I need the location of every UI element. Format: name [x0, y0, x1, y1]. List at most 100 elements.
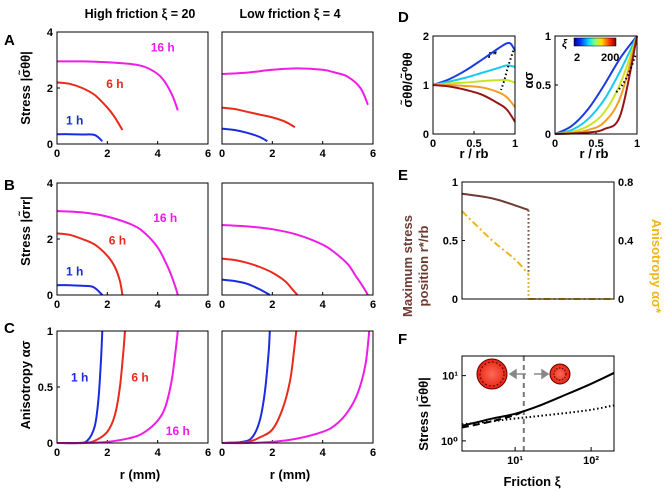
f-large-disc-icon — [476, 358, 508, 390]
panel-letter-d: D — [398, 9, 409, 26]
xtick-label-A-left: 4 — [155, 148, 162, 160]
series-B-right-6-h — [221, 257, 299, 296]
series-label-B-left: 6 h — [109, 234, 126, 248]
xtick-label-D-right: 0 — [552, 138, 558, 150]
series-label-A-left: 6 h — [106, 77, 123, 91]
axes-frame-B-left — [56, 182, 209, 296]
d-rstar-label: r* — [488, 49, 497, 61]
series-label-C-left: 1 h — [71, 370, 88, 384]
series-label-C-left: 16 h — [166, 424, 190, 438]
xlabel-c-left: r (mm) — [120, 467, 160, 482]
axes-frame-E — [461, 181, 615, 300]
xtick-label-F: 10¹ — [507, 455, 523, 467]
xtick-label-B-right: 0 — [219, 299, 225, 311]
series-F-dashed — [461, 409, 525, 429]
series-label-B-left: 1 h — [66, 264, 83, 278]
xtick-label-C-left: 4 — [155, 447, 162, 459]
series-label-A-left: 1 h — [66, 113, 83, 127]
ytick-label-C-left: 0 — [47, 438, 53, 450]
series-A-right-16-h — [221, 67, 369, 106]
xtick-label-C-right: 6 — [370, 447, 376, 459]
column-title-low: Low friction ξ = 4 — [239, 7, 340, 21]
chart-D-right: 0 0.5 1 0 0.5 1 — [536, 31, 640, 150]
series-B-right-16-h — [221, 224, 369, 296]
rstar-path-D-left — [500, 50, 515, 91]
ylabel-c: Anisotropy ασ — [18, 340, 33, 429]
ytick-label-C-left: 1 — [47, 326, 53, 338]
xtick-label-D-left: 1 — [512, 138, 518, 150]
xtick-label-F: 10² — [583, 455, 599, 467]
ytick-label-F: 10⁰ — [441, 436, 458, 448]
axes-frame-D-right — [554, 35, 638, 135]
series-C-right-16-h — [221, 330, 371, 445]
series-C-left-6-h — [56, 330, 126, 445]
ytick-label-D-left: 2 — [423, 31, 429, 43]
ytick-right-label-E: 0.4 — [618, 236, 634, 248]
d-colorbar-min: 2 — [574, 52, 580, 64]
xtick-label-A-left: 2 — [104, 148, 110, 160]
series-E-Maximum-stress-position — [461, 192, 529, 212]
series-C-left-1-h — [56, 330, 104, 445]
axes-frame-D-left — [432, 35, 516, 135]
ytick-label-F: 10¹ — [442, 371, 458, 383]
chart-A-left: 0 2 4 6 0 2 4 1 h 6 h 16 h — [47, 27, 211, 160]
ytick-label-E: 0 — [452, 294, 458, 306]
ylabel-d1: σ̃θθ/σ̃⁰θθ — [400, 52, 415, 107]
panel-letter-c: C — [4, 320, 15, 337]
series-D-left-ξ=200 — [432, 84, 516, 123]
ylabel-a: Stress |σ̃θθ| — [18, 51, 33, 125]
xtick-label-B-right: 4 — [320, 299, 327, 311]
xlabel-f: Friction ξ — [503, 474, 560, 489]
ytick-label-A-left: 4 — [47, 27, 54, 39]
xtick-label-C-left: 0 — [54, 447, 60, 459]
xtick-label-B-left: 6 — [205, 299, 211, 311]
series-D-left-ξ=5 — [432, 64, 516, 86]
ytick-label-D-right: 0 — [545, 129, 551, 141]
d-colorbar-symbol: ξ — [562, 38, 568, 50]
xtick-label-A-right: 6 — [370, 148, 376, 160]
series-label-C-left: 6 h — [131, 370, 148, 384]
series-C-right-1-h — [221, 330, 271, 444]
series-D-right-ξ=2 — [554, 35, 638, 135]
rstar-path-D-right — [614, 55, 637, 94]
ytick-label-D-left: 0 — [423, 129, 429, 141]
series-C-right-6-h — [221, 330, 298, 444]
ytick-right-label-E: 0.8 — [618, 177, 633, 189]
xtick-label-D-right: 1 — [634, 138, 640, 150]
xtick-label-C-right: 2 — [269, 447, 275, 459]
xtick-label-A-left: 6 — [205, 148, 211, 160]
series-E-Anisotropy — [461, 210, 530, 275]
panel-letter-f: F — [398, 331, 407, 348]
chart-B-left: 0 2 4 6 0 2 4 1 h 6 h 16 h — [47, 178, 211, 311]
series-D-left-ξ=40 — [432, 83, 516, 108]
ytick-label-E: 1 — [452, 177, 458, 189]
ytick-label-D-right: 0.5 — [536, 80, 551, 92]
ylabel-f: Stress |σ̃θθ| — [416, 377, 431, 451]
panel-letter-a: A — [4, 32, 15, 49]
ytick-label-D-right: 1 — [545, 31, 551, 43]
series-label-A-left: 16 h — [151, 41, 175, 55]
xtick-label-D-left: 0 — [430, 138, 436, 150]
ytick-label-B-left: 0 — [47, 290, 53, 302]
ytick-label-B-left: 2 — [47, 234, 53, 246]
ylabel-e1: Maximum stress — [400, 215, 415, 317]
axes-frame-F — [461, 355, 615, 452]
panel-letter-e: E — [398, 167, 408, 184]
series-A-right-6-h — [221, 106, 296, 129]
xtick-label-C-left: 2 — [104, 447, 110, 459]
chart-D-left: 0 0.5 1 0 1 2 — [423, 31, 518, 150]
series-A-right-1-h — [221, 127, 268, 143]
ytick-right-label-E: 0 — [618, 294, 624, 306]
chart-F: 10¹ 10² 10⁰ 10¹ — [441, 355, 615, 467]
series-D-left-ξ=15 — [432, 78, 516, 86]
axes-frame-A-left — [56, 31, 209, 145]
axes-frame-A-right — [221, 31, 374, 145]
xtick-label-C-right: 0 — [219, 447, 225, 459]
ylabel-e2: position r*/rb — [416, 225, 431, 306]
panel-letter-b: B — [4, 177, 15, 194]
chart-C-right: 0 2 4 6 — [219, 330, 376, 459]
series-C-left-16-h — [56, 330, 179, 445]
xtick-label-C-left: 6 — [205, 447, 211, 459]
xtick-label-B-left: 0 — [54, 299, 60, 311]
xtick-label-B-right: 6 — [370, 299, 376, 311]
